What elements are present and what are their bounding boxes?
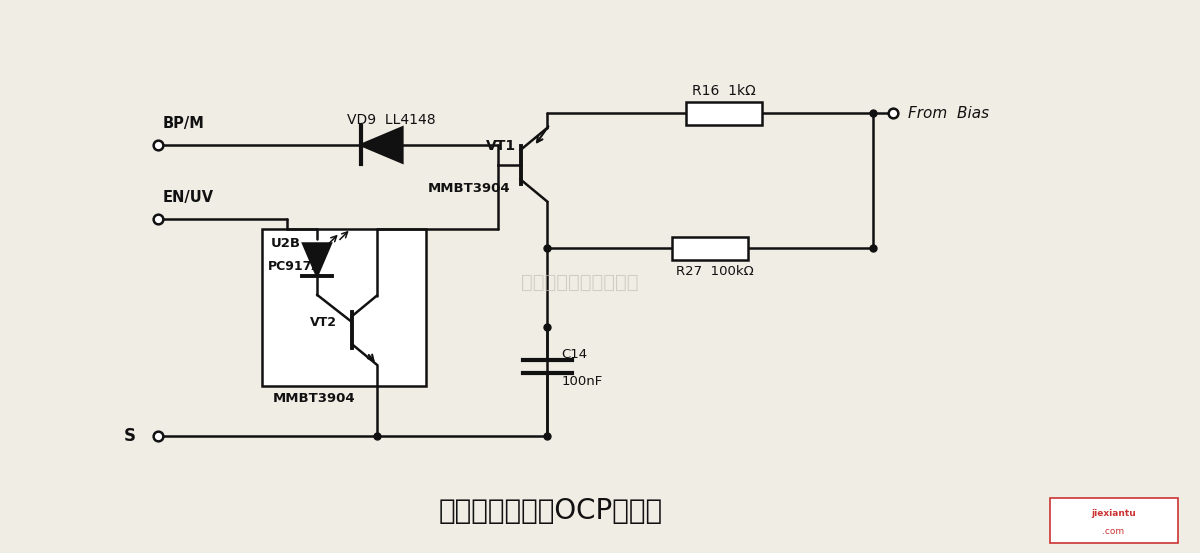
Text: 杭州蒋睿科技有限公司: 杭州蒋睿科技有限公司 [521,273,638,293]
Text: .com: .com [1103,526,1124,536]
Polygon shape [304,243,331,276]
Text: U2B: U2B [270,237,300,249]
Text: BP/M: BP/M [163,116,205,131]
Text: From  Bias: From Bias [908,106,989,121]
Text: PC917A: PC917A [269,260,323,273]
Text: VT1: VT1 [486,139,516,153]
Text: R16  1kΩ: R16 1kΩ [692,84,756,98]
Bar [686,102,762,125]
Text: VD9  LL4148: VD9 LL4148 [347,113,436,127]
Text: C14: C14 [562,348,587,361]
Text: MMBT3904: MMBT3904 [428,182,511,195]
Text: MMBT3904: MMBT3904 [272,392,355,405]
FancyBboxPatch shape [1050,498,1178,543]
Text: jiexiantu: jiexiantu [1091,509,1135,518]
Text: R27  100kΩ: R27 100kΩ [677,265,754,278]
Bar [263,229,426,387]
Text: 可选过流保护（OCP）电路: 可选过流保护（OCP）电路 [438,497,662,525]
Polygon shape [361,127,402,163]
Text: EN/UV: EN/UV [163,190,214,205]
Text: S: S [125,426,137,445]
Bar [672,237,748,260]
Text: 100nF: 100nF [562,375,602,388]
Text: VT2: VT2 [310,316,337,329]
